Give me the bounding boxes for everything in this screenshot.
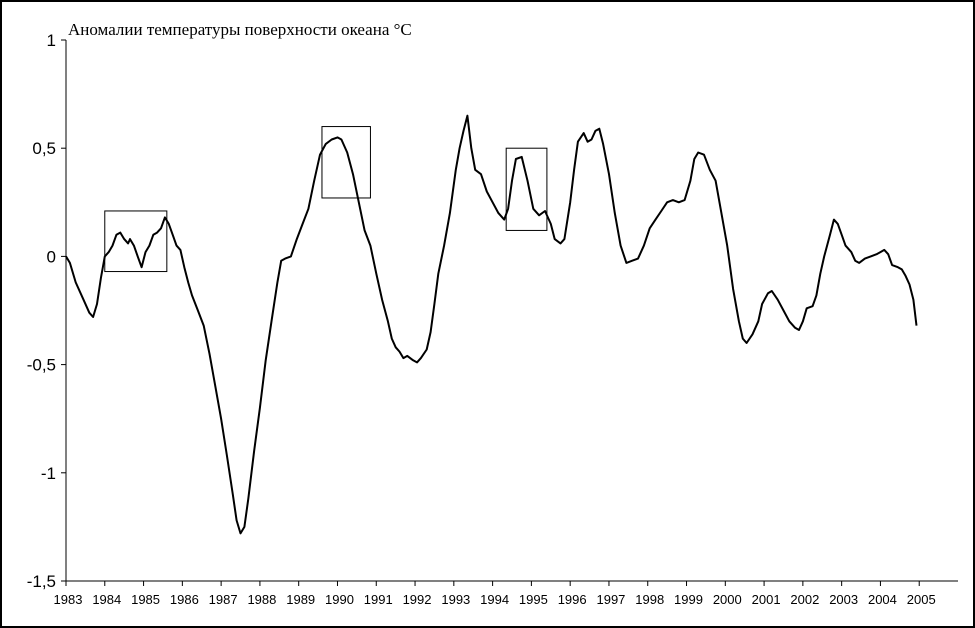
x-tick-label: 1996 — [558, 592, 587, 607]
series-line — [65, 114, 918, 535]
x-tick-label: 1994 — [480, 592, 509, 607]
x-tick-label: 2002 — [790, 592, 819, 607]
x-tick-label: 2001 — [752, 592, 781, 607]
y-tick-label: 0 — [47, 247, 56, 266]
y-tick-label: 0,5 — [32, 139, 56, 158]
x-tick-label: 1997 — [596, 592, 625, 607]
highlight-boxes — [104, 126, 548, 273]
x-tick-label: 1989 — [286, 592, 315, 607]
x-tick-label: 1999 — [674, 592, 703, 607]
highlight-box — [104, 210, 168, 273]
x-tick-label: 1987 — [209, 592, 238, 607]
x-tick-label: 1984 — [92, 592, 121, 607]
x-tick-label: 1985 — [131, 592, 160, 607]
x-tick-label: 1988 — [247, 592, 276, 607]
highlight-box — [321, 126, 371, 199]
x-tick-label: 1990 — [325, 592, 354, 607]
x-tick-label: 2005 — [907, 592, 936, 607]
x-tick-label: 2000 — [713, 592, 742, 607]
y-tick-label: 1 — [47, 31, 56, 50]
chart-title: Аномалии температуры поверхности океана … — [68, 20, 412, 39]
series-layer — [65, 114, 918, 535]
highlight-box — [505, 147, 548, 231]
x-tick-label: 1992 — [403, 592, 432, 607]
x-tick-label: 2003 — [829, 592, 858, 607]
x-tick-label: 1993 — [441, 592, 470, 607]
x-tick-label: 2004 — [868, 592, 897, 607]
x-tick-label: 1995 — [519, 592, 548, 607]
y-tick-label: -1 — [41, 464, 56, 483]
y-tick-label: -0,5 — [27, 356, 56, 375]
x-tick-label: 1986 — [170, 592, 199, 607]
x-tick-label: 1991 — [364, 592, 393, 607]
y-tick-label: -1,5 — [27, 572, 56, 591]
x-tick-label: 1983 — [54, 592, 83, 607]
x-tick-label: 1998 — [635, 592, 664, 607]
